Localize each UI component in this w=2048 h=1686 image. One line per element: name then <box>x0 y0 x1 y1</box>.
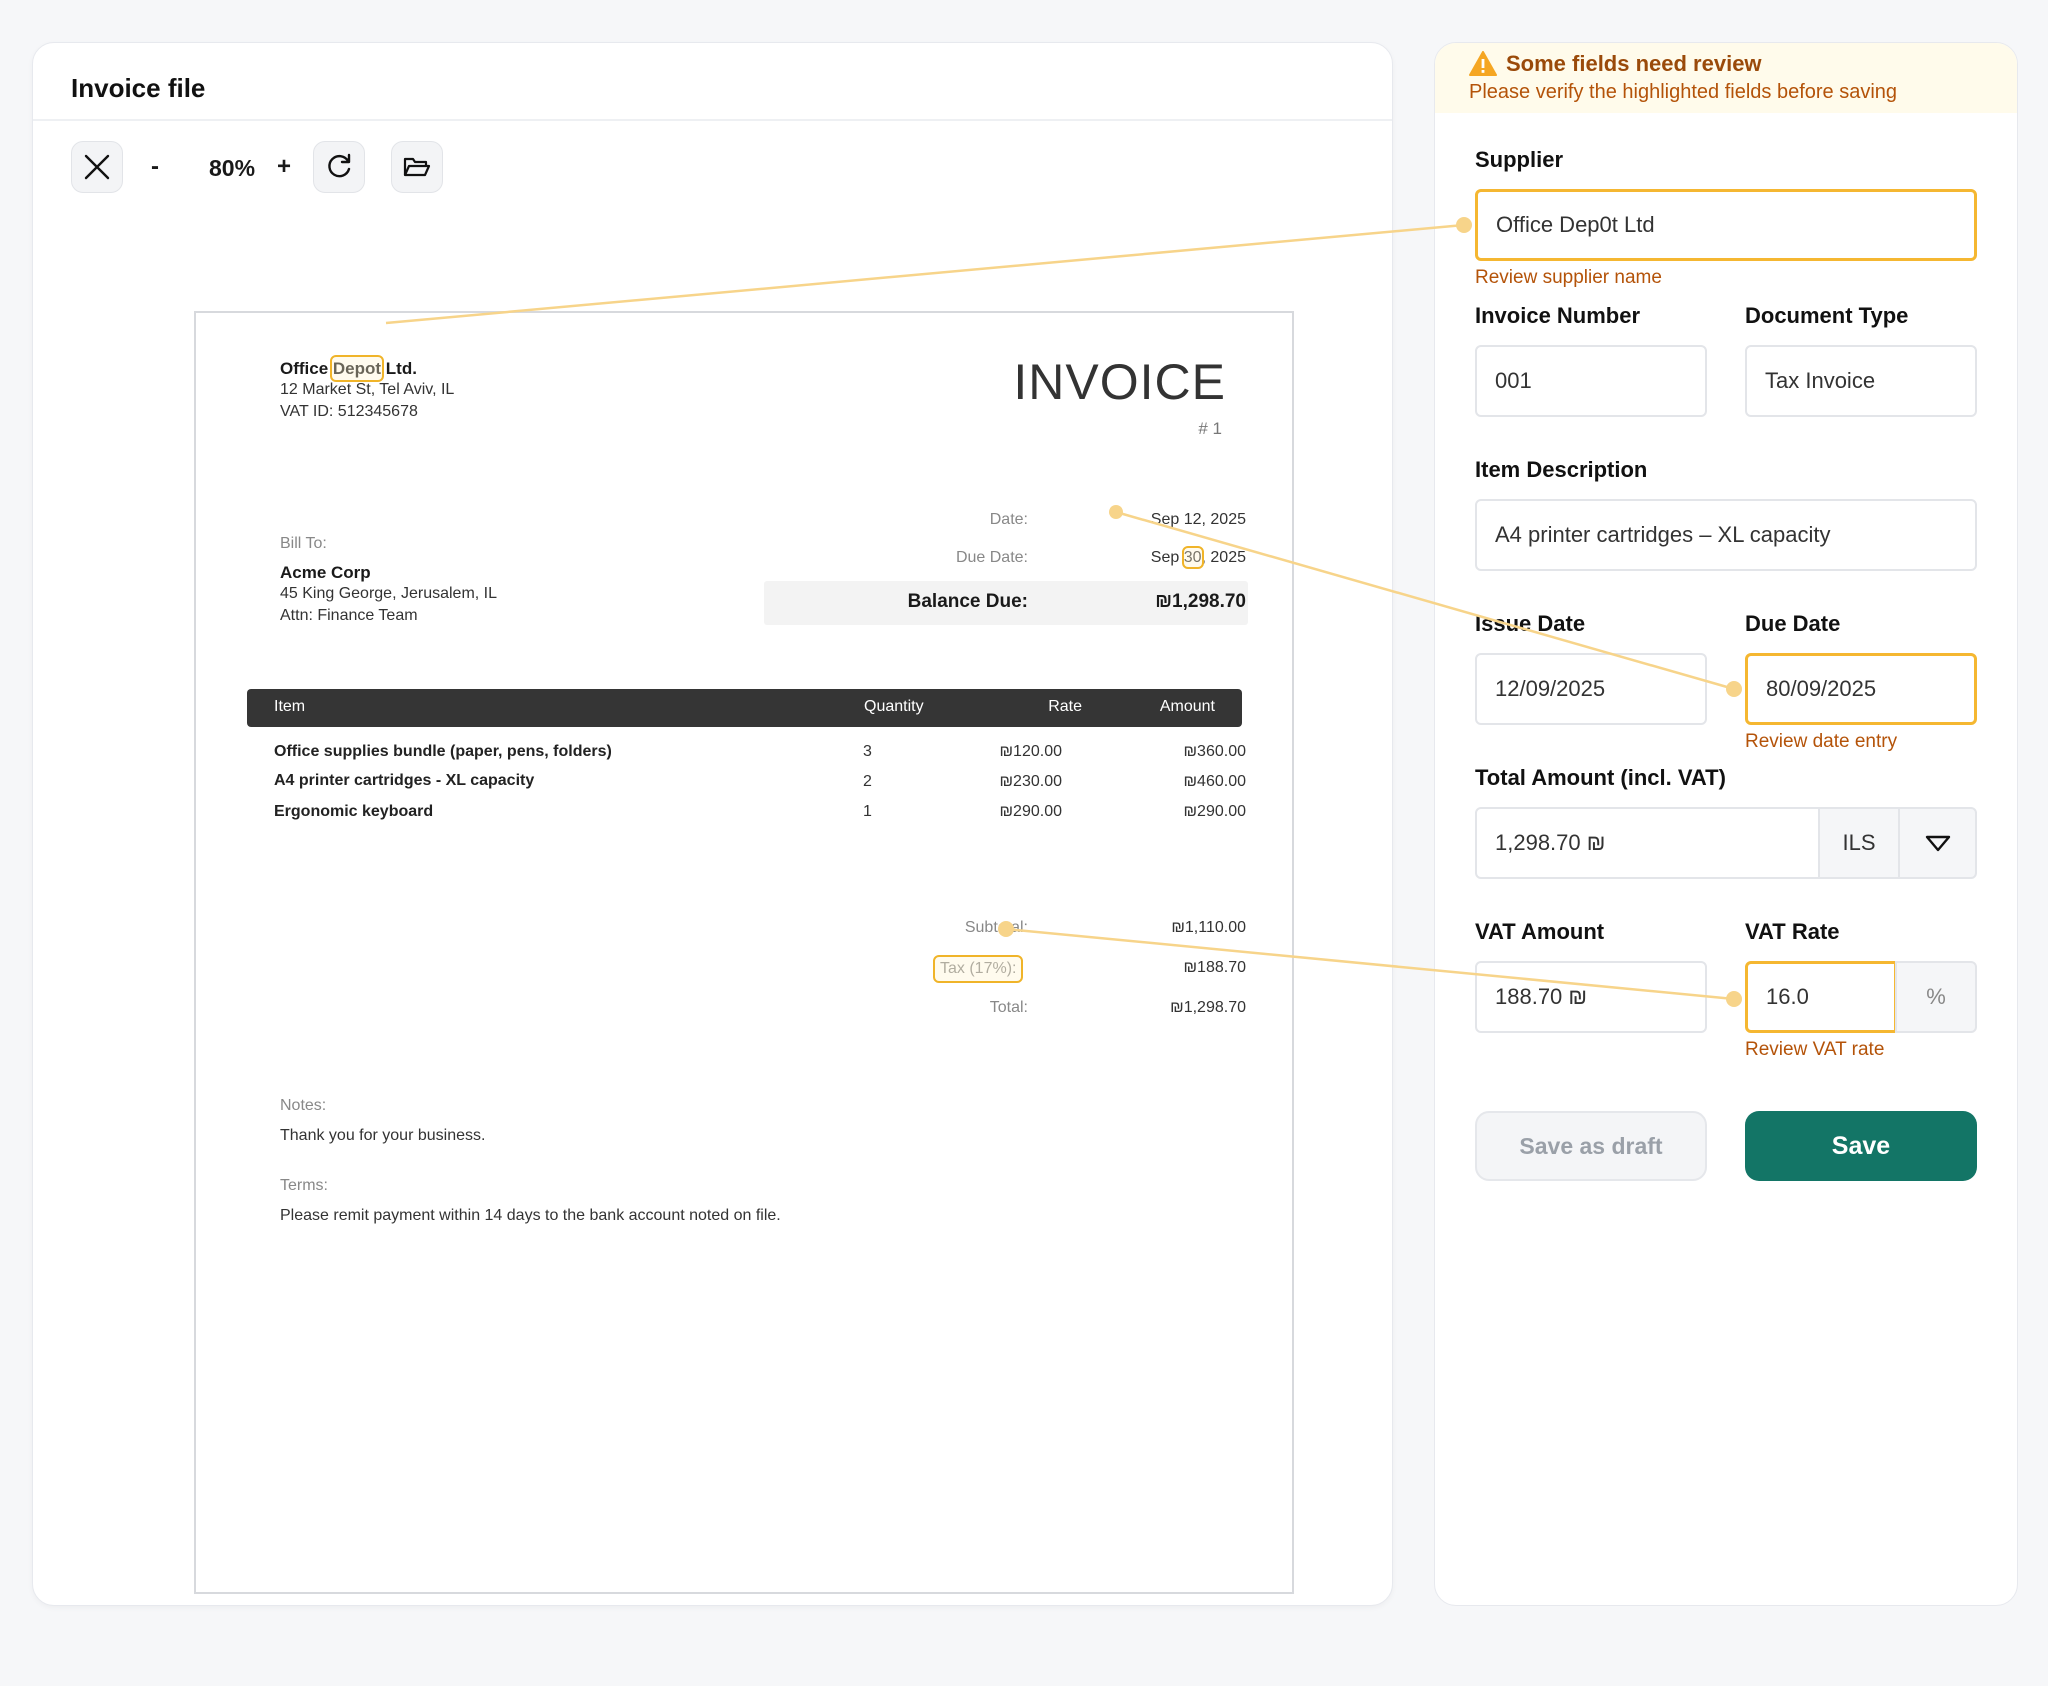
total-value: ₪1,298.70 <box>1170 999 1246 1016</box>
supplier-label: Supplier <box>1475 147 1564 172</box>
bill-to-label: Bill To: <box>280 535 327 552</box>
folder-open-icon <box>403 157 431 177</box>
notes-label: Notes: <box>280 1097 327 1114</box>
rotate-button[interactable] <box>313 141 365 193</box>
alert-title: Some fields need review <box>1506 51 1762 76</box>
bill-to-address: 45 King George, Jerusalem, IL <box>280 585 498 602</box>
row-amount: ₪360.00 <box>1183 743 1246 760</box>
row-rate: ₪230.00 <box>999 773 1062 790</box>
invoice-form-panel: Some fields need review Please verify th… <box>1434 42 2018 1606</box>
currency-dropdown-button[interactable] <box>1898 807 1977 879</box>
save-draft-button[interactable]: Save as draft <box>1475 1111 1707 1181</box>
company-name-highlight-text: Depot <box>332 359 382 378</box>
due-date-month: Sep <box>1150 549 1184 566</box>
row-item: Ergonomic keyboard <box>274 803 434 820</box>
supplier-hint: Review supplier name <box>1475 267 1662 288</box>
vat-rate-unit: % <box>1895 961 1977 1033</box>
column-rate: Rate <box>1048 698 1082 715</box>
open-file-button[interactable] <box>391 141 443 193</box>
invoice-viewer-panel: Invoice file - 80% + Office Depot Ltd. <box>32 42 1393 1606</box>
item-description-label: Item Description <box>1475 457 1648 482</box>
warning-icon <box>1469 51 1497 76</box>
due-date-value: Sep 30, 2025 <box>1086 546 1246 569</box>
total-amount-label: Total Amount (incl. VAT) <box>1475 765 1726 790</box>
due-date-highlight-box <box>1181 546 1204 569</box>
viewer-toolbar: - 80% + <box>71 141 471 195</box>
company-name: Office Depot Ltd. <box>280 355 417 382</box>
supplier-input[interactable]: Office Dep0t Ltd <box>1475 189 1977 261</box>
company-name-highlight: Depot <box>329 355 385 382</box>
vat-rate-input[interactable]: 16.0 <box>1745 961 1897 1033</box>
row-amount: ₪460.00 <box>1183 773 1246 790</box>
tax-label-text: Tax (17%): <box>940 960 1017 977</box>
row-rate: ₪290.00 <box>999 803 1062 820</box>
company-address: 12 Market St, Tel Aviv, IL <box>280 381 455 398</box>
due-date-label: Due Date: <box>955 549 1028 566</box>
column-amount: Amount <box>1159 698 1215 715</box>
zoom-level: 80% <box>209 155 256 181</box>
issue-date-input[interactable]: 12/09/2025 <box>1475 653 1707 725</box>
rotate-icon <box>328 153 351 178</box>
due-date-label: Due Date <box>1745 611 1841 636</box>
currency-select[interactable]: ILS <box>1818 807 1900 879</box>
vat-rate-label: VAT Rate <box>1745 919 1840 944</box>
tax-highlight-box <box>933 955 1024 983</box>
bill-to-attn: Attn: Finance Team <box>280 607 418 624</box>
chevron-down-icon <box>1925 835 1950 852</box>
tax-label: Tax (17%): <box>933 955 1024 983</box>
review-alert: Some fields need review Please verify th… <box>1435 43 2017 113</box>
due-date-day-highlight: 30 <box>1181 546 1204 569</box>
item-description-input[interactable]: A4 printer cartridges – XL capacity <box>1475 499 1977 571</box>
balance-due-label: Balance Due: <box>907 591 1028 612</box>
date-label: Date: <box>989 511 1028 528</box>
row-rate: ₪120.00 <box>999 743 1062 760</box>
due-date-year: , 2025 <box>1201 549 1246 566</box>
total-label: Total: <box>989 999 1028 1016</box>
total-amount-input[interactable]: 1,298.70 ₪ <box>1475 807 1820 879</box>
zoom-out-button[interactable]: - <box>151 153 159 180</box>
row-item: Office supplies bundle (paper, pens, fol… <box>274 743 612 760</box>
due-date-input[interactable]: 80/09/2025 <box>1745 653 1977 725</box>
close-icon <box>84 154 110 180</box>
invoice-number: # 1 <box>1198 419 1222 438</box>
vat-rate-hint: Review VAT rate <box>1745 1039 1885 1060</box>
due-date-hint: Review date entry <box>1745 731 1898 752</box>
close-button[interactable] <box>71 141 123 193</box>
vat-amount-input[interactable]: 188.70 ₪ <box>1475 961 1707 1033</box>
date-value: Sep 12, 2025 <box>1150 511 1246 528</box>
row-qty: 3 <box>863 743 872 760</box>
document-type-input[interactable]: Tax Invoice <box>1745 345 1977 417</box>
invoice-document: Office Depot Ltd. 12 Market St, Tel Aviv… <box>194 311 1294 1594</box>
column-item: Item <box>274 698 306 715</box>
subtotal-label: Subtotal: <box>964 919 1028 936</box>
viewer-divider <box>33 119 1392 121</box>
invoice-number-label: Invoice Number <box>1475 303 1641 328</box>
row-qty: 1 <box>863 803 872 820</box>
issue-date-label: Issue Date <box>1475 611 1586 636</box>
document-type-label: Document Type <box>1745 303 1909 328</box>
row-amount: ₪290.00 <box>1183 803 1246 820</box>
notes-text: Thank you for your business. <box>280 1127 486 1144</box>
balance-due-value: ₪1,298.70 <box>1155 591 1246 612</box>
save-button[interactable]: Save <box>1745 1111 1977 1181</box>
company-name-end: Ltd. <box>381 359 417 378</box>
terms-text: Please remit payment within 14 days to t… <box>280 1207 781 1224</box>
viewer-title: Invoice file <box>71 73 206 103</box>
alert-subtitle: Please verify the highlighted fields bef… <box>1469 81 1898 103</box>
zoom-in-button[interactable]: + <box>277 153 292 180</box>
tax-value: ₪188.70 <box>1183 959 1246 976</box>
items-table-header: Item Quantity Rate Amount <box>247 689 1242 727</box>
column-quantity: Quantity <box>864 698 924 715</box>
supplier-highlight-box <box>329 355 385 382</box>
invoice-heading: INVOICE <box>1013 354 1226 410</box>
company-name-start: Office <box>280 359 333 378</box>
vat-amount-label: VAT Amount <box>1475 919 1605 944</box>
row-item: A4 printer cartridges - XL capacity <box>274 772 535 789</box>
bill-to-name: Acme Corp <box>280 563 371 582</box>
row-qty: 2 <box>863 773 872 790</box>
invoice-number-input[interactable]: 001 <box>1475 345 1707 417</box>
company-vat-id: VAT ID: 512345678 <box>280 403 418 420</box>
subtotal-value: ₪1,110.00 <box>1171 919 1246 936</box>
terms-label: Terms: <box>280 1177 328 1194</box>
